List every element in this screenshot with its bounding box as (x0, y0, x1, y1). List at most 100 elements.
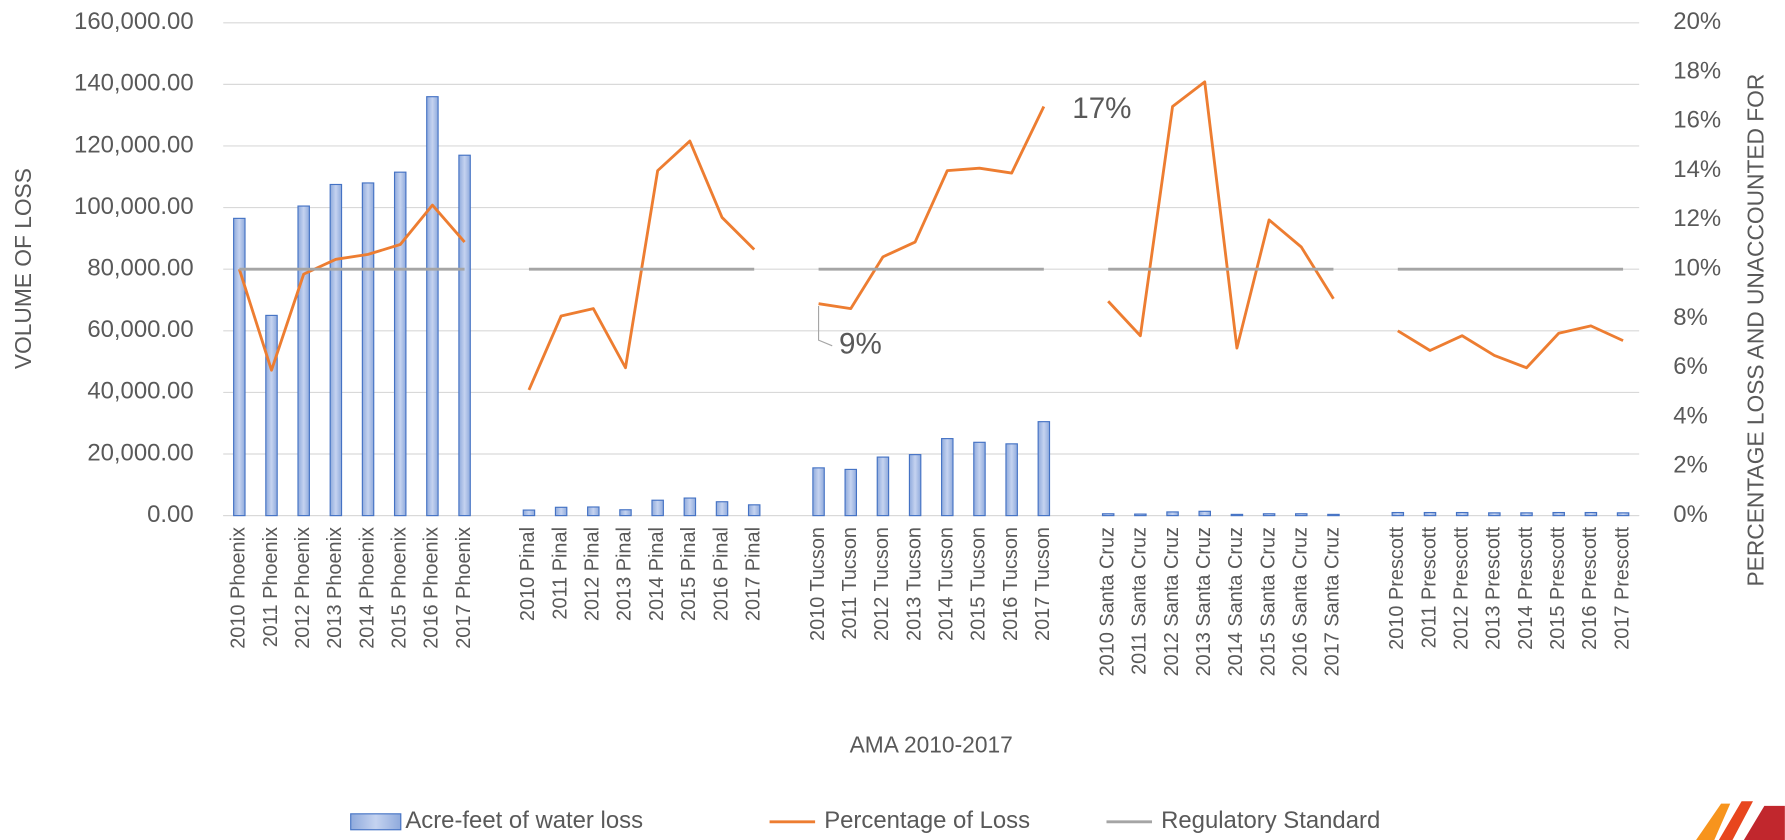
bar (619, 509, 632, 517)
y-tick-label: 0.00 (147, 501, 194, 528)
legend-label: Regulatory Standard (1161, 807, 1380, 834)
bar (587, 506, 600, 517)
bar (973, 441, 986, 517)
bar (1488, 512, 1501, 517)
y-axis-title: VOLUME OF LOSS (10, 168, 36, 369)
bar (361, 182, 375, 517)
x-tick-label: 2017 Tucson (1032, 527, 1054, 641)
bar (1584, 511, 1598, 517)
y-tick-label: 160,000.00 (74, 8, 194, 35)
y2-tick-label: 18% (1673, 57, 1721, 84)
x-tick-label: 2013 Phoenix (324, 527, 346, 649)
x-tick-label: 2016 Tucson (1000, 527, 1022, 641)
bar (1616, 512, 1630, 517)
bar (1327, 513, 1340, 517)
x-tick-label: 2015 Santa Cruz (1257, 527, 1279, 676)
x-tick-label: 2014 Pinal (646, 527, 668, 621)
x-tick-label: 2016 Phoenix (421, 527, 443, 649)
y-tick-label: 120,000.00 (74, 131, 194, 158)
bar (329, 183, 343, 517)
x-tick-label: 2014 Prescott (1515, 527, 1537, 650)
bar (876, 456, 890, 517)
bar (1552, 511, 1565, 517)
y-tick-label: 20,000.00 (87, 439, 193, 466)
x-tick-label: 2012 Prescott (1450, 527, 1472, 650)
legend-label: Percentage of Loss (824, 807, 1030, 834)
x-tick-label: 2017 Phoenix (453, 527, 475, 649)
x-tick-label: 2013 Tucson (903, 527, 925, 641)
y2-tick-label: 4% (1673, 402, 1708, 429)
x-tick-label: 2013 Prescott (1483, 527, 1505, 650)
y2-tick-label: 16% (1673, 107, 1721, 134)
y2-tick-label: 14% (1673, 156, 1721, 183)
x-tick-label: 2010 Santa Cruz (1096, 527, 1118, 676)
y-tick-label: 100,000.00 (74, 193, 194, 220)
y-tick-label: 140,000.00 (74, 70, 194, 97)
bar (1455, 511, 1469, 517)
y2-axis-title: PERCENTAGE LOSS AND UNACCOUNTED FOR (1743, 74, 1769, 587)
bar (1520, 512, 1533, 517)
bar (393, 171, 407, 517)
x-tick-label: 2012 Phoenix (292, 527, 314, 649)
bar (265, 314, 278, 517)
data-label: 9% (839, 328, 882, 361)
bar (1101, 513, 1115, 517)
bar (1037, 421, 1051, 517)
bar (941, 438, 954, 517)
y2-tick-label: 12% (1673, 205, 1721, 232)
y-tick-label: 80,000.00 (87, 254, 193, 281)
x-tick-label: 2014 Phoenix (356, 527, 378, 649)
bar (1005, 443, 1018, 517)
x-tick-label: 2010 Pinal (517, 527, 539, 621)
legend-swatch (350, 813, 402, 831)
leader-line (817, 305, 833, 347)
bar (844, 468, 858, 517)
x-tick-label: 2015 Tucson (968, 527, 990, 641)
x-tick-label: 2017 Santa Cruz (1322, 527, 1344, 676)
line (237, 80, 1624, 391)
x-tick-label: 2013 Santa Cruz (1193, 527, 1215, 676)
data-label: 17% (1072, 92, 1131, 125)
y-tick-label: 40,000.00 (87, 378, 193, 405)
x-tick-label: 2011 Santa Cruz (1129, 527, 1151, 675)
x-axis-title: AMA 2010-2017 (850, 732, 1013, 758)
x-tick-label: 2016 Pinal (710, 527, 732, 621)
bar (715, 501, 729, 517)
bar (1166, 511, 1179, 517)
bar (297, 205, 310, 517)
x-tick-label: 2012 Santa Cruz (1161, 527, 1183, 676)
x-tick-label: 2014 Santa Cruz (1225, 527, 1247, 676)
x-tick-label: 2011 Prescott (1418, 527, 1440, 649)
x-tick-label: 2010 Prescott (1386, 527, 1408, 650)
bar (1134, 513, 1147, 517)
bar (1230, 513, 1244, 517)
x-tick-label: 2011 Phoenix (260, 527, 282, 647)
y-tick-label: 60,000.00 (87, 316, 193, 343)
bar (812, 467, 825, 517)
y2-tick-label: 20% (1673, 8, 1721, 35)
logo (1696, 801, 1785, 840)
x-tick-label: 2010 Phoenix (228, 527, 250, 649)
x-tick-label: 2017 Prescott (1611, 527, 1633, 650)
y2-tick-label: 0% (1673, 501, 1708, 528)
x-tick-label: 2014 Tucson (936, 527, 958, 641)
bar (554, 506, 568, 517)
y2-tick-label: 10% (1673, 254, 1721, 281)
bar (747, 504, 761, 517)
y2-tick-label: 8% (1673, 304, 1708, 331)
x-tick-label: 2011 Pinal (549, 527, 571, 620)
y2-tick-label: 6% (1673, 353, 1708, 380)
bar (651, 499, 664, 517)
x-tick-label: 2011 Tucson (839, 527, 861, 640)
legend-label: Acre-feet of water loss (405, 807, 643, 834)
bar (1423, 511, 1437, 517)
bar (426, 96, 439, 517)
y2-tick-label: 2% (1673, 452, 1708, 479)
bar (1262, 513, 1276, 517)
x-tick-label: 2012 Tucson (871, 527, 893, 641)
bar (458, 154, 471, 517)
x-tick-label: 2016 Prescott (1579, 527, 1601, 650)
bar (233, 217, 246, 517)
